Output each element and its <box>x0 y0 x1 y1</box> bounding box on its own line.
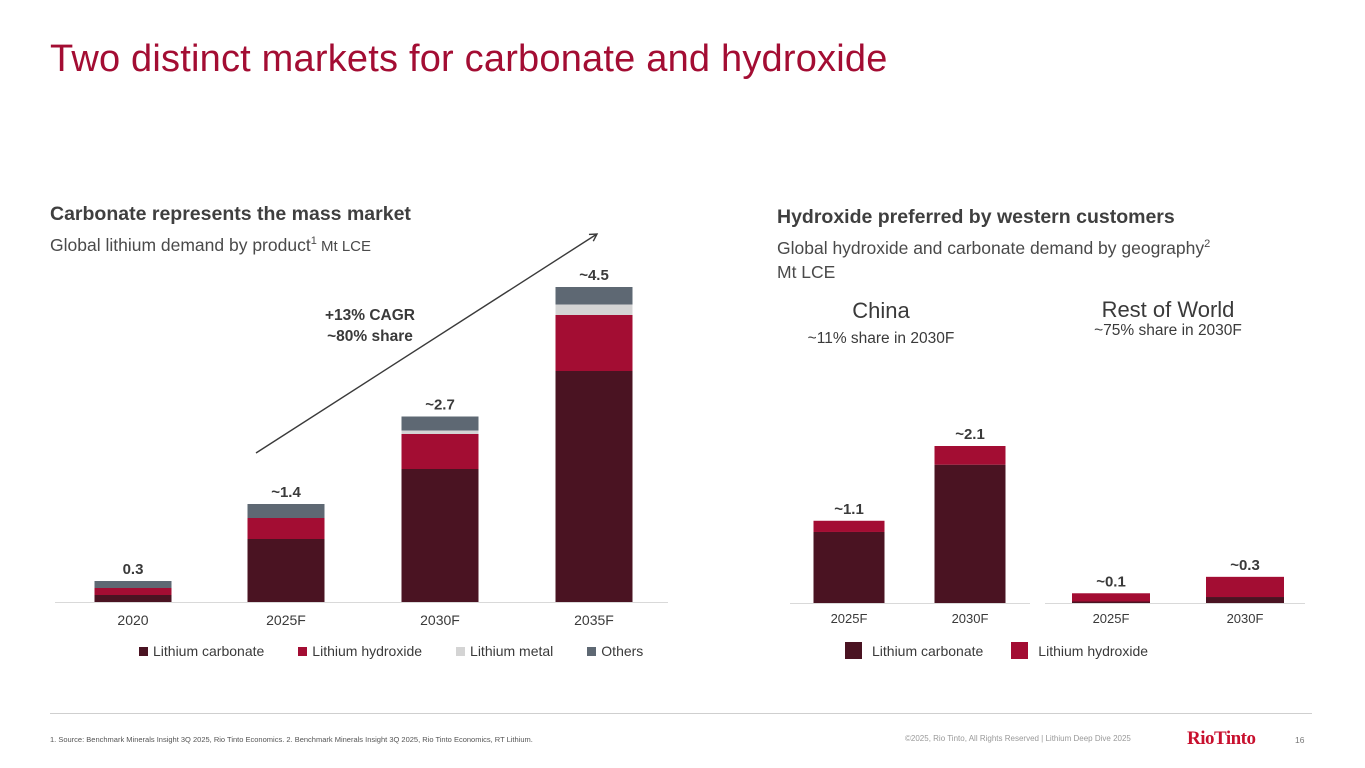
right-heading: Hydroxide preferred by western customers <box>777 206 1175 228</box>
legend-label: Lithium metal <box>470 643 554 659</box>
right-subtitle-footnote: 2 <box>1204 238 1211 250</box>
data-label-2025f: ~0.1 <box>1096 573 1126 590</box>
bar-lithium-carbonate-2035f <box>555 371 633 602</box>
legend-item-others: Others <box>587 643 643 659</box>
legend-swatch <box>456 646 466 656</box>
x-tick-2025f: 2025F <box>831 611 868 626</box>
bar-lithium-hydroxide-2025f <box>813 520 885 532</box>
bar-lithium-metal-2030f <box>401 430 479 434</box>
data-label-2030f: ~2.1 <box>955 426 985 443</box>
footer-divider <box>50 713 1312 714</box>
data-label-2030f: ~0.3 <box>1230 557 1260 574</box>
legend-label: Lithium carbonate <box>872 642 984 659</box>
legend-item-lithium-carbonate: Lithium carbonate <box>845 642 983 659</box>
x-tick-2030f: 2030F <box>1227 611 1264 626</box>
right-legend: Lithium carbonate Lithium hydroxide <box>845 642 1148 659</box>
bar-lithium-hydroxide-2025f <box>1072 593 1150 602</box>
rest-of-world-subtitle: ~75% share in 2030F <box>1094 322 1242 339</box>
legend-label: Lithium carbonate <box>153 643 265 659</box>
x-tick-2030f: 2030F <box>952 611 989 626</box>
legend-item-lithium-hydroxide: Lithium hydroxide <box>298 643 422 659</box>
bar-lithium-hydroxide-2025f <box>247 518 325 539</box>
china-subtitle: ~11% share in 2030F <box>807 330 955 347</box>
x-tick-2035f: 2035F <box>574 612 614 628</box>
bar-lithium-hydroxide-2020 <box>94 588 172 595</box>
legend-swatch <box>845 642 862 659</box>
legend-label: Lithium hydroxide <box>1038 642 1149 659</box>
data-label-2025f: ~1.4 <box>271 484 301 501</box>
copyright-notice: ©2025, Rio Tinto, All Rights Reserved | … <box>905 734 1131 743</box>
bar-lithium-hydroxide-2030f <box>1206 576 1284 598</box>
bar-others-2030f <box>401 416 479 431</box>
page-number: 16 <box>1295 735 1305 745</box>
page-title: Two distinct markets for carbonate and h… <box>50 38 888 80</box>
cagr-annotation: +13% CAGR <box>325 307 415 324</box>
share-annotation: ~80% share <box>327 328 413 345</box>
left-subtitle-text: Global lithium demand by product <box>50 234 311 255</box>
right-subtitle-unit: Mt LCE <box>777 261 836 282</box>
bar-others-2020 <box>94 581 172 588</box>
left-heading: Carbonate represents the mass market <box>50 203 411 225</box>
legend-swatch <box>1011 642 1029 659</box>
legend-label: Lithium hydroxide <box>312 643 423 659</box>
rest-of-world-title: Rest of World <box>1101 297 1235 322</box>
bar-others-2035f <box>555 287 633 305</box>
bar-lithium-carbonate-2020 <box>94 595 172 602</box>
x-tick-2025f: 2025F <box>1093 611 1130 626</box>
data-label-2035f: ~4.5 <box>579 267 609 284</box>
x-tick-2030f: 2030F <box>420 612 460 628</box>
bar-lithium-carbonate-2025f <box>247 539 325 602</box>
bar-lithium-carbonate-2025f <box>813 531 885 603</box>
bar-lithium-carbonate-2030f <box>401 469 479 602</box>
legend-label: Others <box>601 643 644 659</box>
data-label-2020: 0.3 <box>123 561 144 578</box>
x-tick-2020: 2020 <box>117 612 148 628</box>
left-subtitle: Global lithium demand by product1 Mt LCE <box>50 229 371 259</box>
legend-swatch <box>298 646 308 656</box>
cagr-trend-arrow <box>255 233 599 454</box>
china-title: China <box>852 298 910 323</box>
bar-lithium-hydroxide-2035f <box>555 315 633 371</box>
bar-others-2025f <box>247 504 325 518</box>
left-subtitle-footnote: 1 <box>310 235 317 247</box>
rest-of-world-chart: ~0.1 2025F ~0.3 2030F <box>1045 557 1305 626</box>
left-legend: Lithium carbonate Lithium hydroxide Lith… <box>139 643 643 659</box>
bar-lithium-carbonate-2025f <box>1072 601 1150 603</box>
data-label-2030f: ~2.7 <box>425 397 455 414</box>
legend-swatch <box>587 646 597 656</box>
right-subtitle: Global hydroxide and carbonate demand by… <box>777 232 1317 284</box>
bar-lithium-carbonate-2030f <box>1206 597 1284 603</box>
right-subtitle-text: Global hydroxide and carbonate demand by… <box>777 237 1205 258</box>
legend-item-lithium-hydroxide: Lithium hydroxide <box>1011 642 1148 659</box>
x-tick-2025f: 2025F <box>266 612 306 628</box>
legend-item-lithium-carbonate: Lithium carbonate <box>139 643 264 659</box>
bar-lithium-carbonate-2030f <box>934 464 1006 603</box>
bar-lithium-hydroxide-2030f <box>401 434 479 469</box>
data-label-2025f: ~1.1 <box>834 501 864 518</box>
rio-tinto-logo: RioTinto <box>1187 728 1256 749</box>
bar-lithium-metal-2035f <box>555 304 633 315</box>
china-chart: ~1.1 2025F ~2.1 2030F <box>790 426 1030 626</box>
demand-by-product-chart: 0.3 2020 ~1.4 2025F ~2.7 2030F ~4.5 2035F <box>55 267 668 628</box>
legend-swatch <box>139 646 148 656</box>
left-subtitle-unit: Mt LCE <box>316 237 372 255</box>
bar-lithium-hydroxide-2030f <box>934 446 1006 465</box>
footnote: 1. Source: Benchmark Minerals Insight 3Q… <box>50 735 533 744</box>
legend-item-lithium-metal: Lithium metal <box>456 643 553 659</box>
